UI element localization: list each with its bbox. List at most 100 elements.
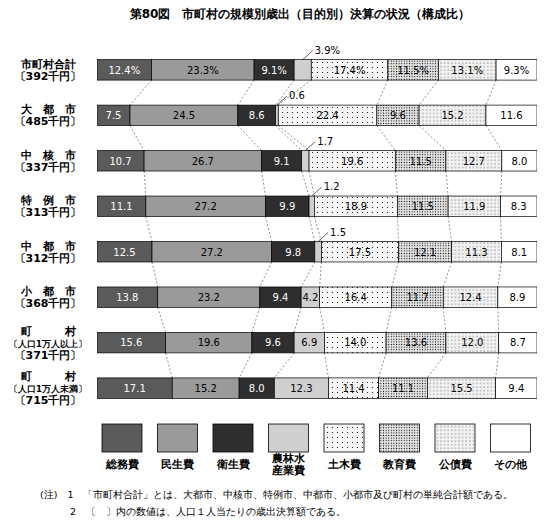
notes: (注) 1 「市町村合計」とは、大都市、中核市、特例市、中都市、小都市及び町村の…: [40, 489, 513, 517]
note: (注) 1 「市町村合計」とは、大都市、中核市、特例市、中都市、小都市及び町村の…: [40, 489, 513, 500]
data-label: 15.2: [195, 383, 217, 394]
data-label: 13.6: [405, 337, 427, 348]
data-label: 17.5: [349, 247, 371, 258]
connector: [146, 216, 152, 241]
data-label: 8.0: [249, 383, 265, 394]
data-label: 11.5: [412, 201, 434, 212]
bar-segment: [446, 151, 502, 171]
connector: [309, 171, 314, 196]
data-label: 9.9: [279, 201, 295, 212]
data-label: 11.1: [110, 201, 132, 212]
connector: [276, 126, 302, 151]
bar-segment: [309, 151, 395, 171]
bar-segment: [395, 151, 446, 171]
data-label: 9.8: [285, 247, 301, 258]
legend-swatch: [491, 424, 531, 452]
connector: [294, 307, 301, 332]
data-label: 8.6: [249, 110, 265, 121]
data-label: 8.7: [510, 337, 526, 348]
bar-segment: [438, 60, 496, 80]
legend-label: 教育費: [382, 458, 416, 471]
bar-segment: [315, 242, 322, 262]
connector: [377, 126, 395, 151]
category-label: 中 核 市〔337千円〕: [15, 149, 82, 174]
bar-segment: [314, 196, 397, 216]
bar-segment: [392, 287, 443, 307]
connector: [266, 216, 272, 241]
leader-line: [303, 51, 313, 60]
bar-segment: [272, 242, 315, 262]
legend-swatch: [269, 424, 309, 452]
data-label: 4.2: [302, 292, 318, 303]
data-label: 11.5%: [397, 65, 429, 76]
data-label: 11.7: [406, 292, 428, 303]
connector: [238, 126, 262, 151]
connector: [278, 126, 309, 151]
category-label: 小 都 市〔368千円〕: [15, 285, 82, 310]
data-label: 11.1: [392, 383, 414, 394]
data-label: 15.6: [120, 337, 142, 348]
connector: [395, 171, 397, 196]
connector: [496, 353, 499, 378]
connector: [486, 126, 502, 151]
connector: [324, 353, 328, 378]
data-label: 19.6: [341, 156, 363, 167]
series: [486, 60, 537, 399]
connector: [379, 353, 386, 378]
bar-segment: [320, 287, 392, 307]
connector: [397, 216, 399, 241]
data-label: 9.1%: [261, 65, 286, 76]
data-label: 7.5: [106, 110, 122, 121]
data-label: 11.9: [463, 201, 485, 212]
chart: 第80図 市町村の規模別歳出（目的別）決算の状況（構成比）12.4%7.510.…: [0, 0, 560, 529]
data-label: 9.4: [273, 292, 289, 303]
note: 2 〔 〕内の数値は、人口１人当たりの歳出決算額である。: [40, 506, 346, 517]
legend-label: 農林水産業費: [271, 452, 306, 477]
connector: [377, 80, 388, 105]
connector: [448, 216, 452, 241]
connector: [498, 262, 502, 287]
legend-swatch: [380, 424, 420, 452]
data-label: 1.7: [317, 136, 333, 147]
connector: [486, 80, 496, 105]
bar-segment: [166, 332, 252, 352]
connector: [309, 216, 315, 241]
bar-segment: [97, 287, 158, 307]
bar-segment: [276, 105, 279, 125]
connector: [314, 216, 321, 241]
data-label: 12.7: [463, 156, 485, 167]
category-label: 大 都 市〔485千円〕: [15, 103, 82, 128]
data-label: 9.4: [508, 383, 524, 394]
bar-segment: [239, 378, 274, 398]
category-label: 町 村〔人口1万人以上〕〔371千円〕: [9, 325, 87, 362]
data-label: 13.8: [116, 292, 138, 303]
bar-segment: [309, 196, 314, 216]
data-label: 11.6: [500, 110, 522, 121]
connector: [443, 307, 446, 332]
bar-segment: [152, 242, 272, 262]
data-label: 15.2: [441, 110, 463, 121]
bar-segment: [501, 242, 537, 262]
bar-segment: [152, 60, 255, 80]
legend-label: 公債費: [438, 458, 472, 471]
data-label: 26.7: [192, 156, 214, 167]
data-label: 27.2: [201, 247, 223, 258]
data-label: 12.5: [113, 247, 135, 258]
bar-segment: [172, 378, 239, 398]
connector: [302, 171, 309, 196]
bar-segment: [302, 151, 309, 171]
legend-label: その他: [494, 458, 528, 471]
data-label: 9.6: [390, 110, 406, 121]
legend-label: 衛生費: [216, 458, 250, 471]
data-label: 14.0: [344, 337, 366, 348]
bar-segment: [496, 60, 537, 80]
data-label: 22.4: [316, 110, 338, 121]
data-label: 12.1: [414, 247, 436, 258]
data-label: 8.0: [511, 156, 527, 167]
legend: 総務費民生費衛生費農林水産業費土木費教育費公債費その他: [102, 424, 531, 477]
bar-segment: [274, 378, 328, 398]
data-label: 9.1: [274, 156, 290, 167]
data-label: 23.3%: [187, 65, 219, 76]
connector: [500, 216, 502, 241]
title: 第80図 市町村の規模別歳出（目的別）決算の状況（構成比）: [129, 7, 471, 21]
